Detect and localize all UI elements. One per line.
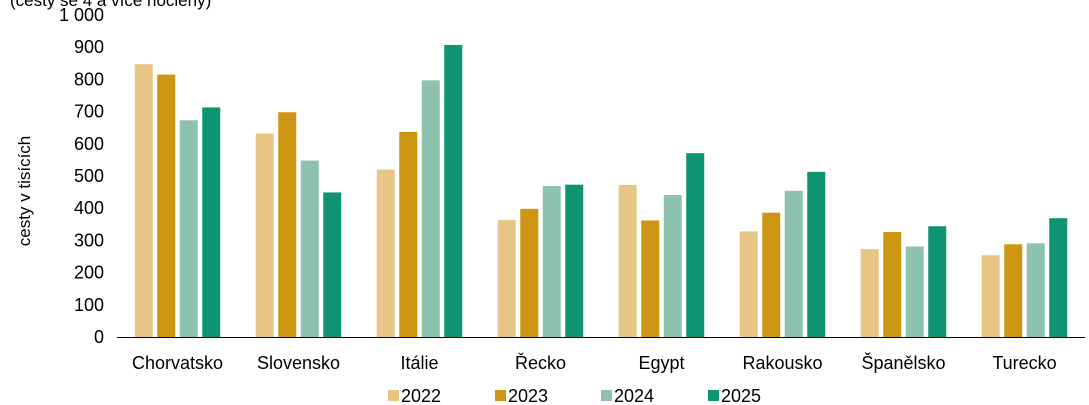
bar-2024 [421, 80, 440, 337]
bar-2023 [762, 212, 781, 337]
bar-2023 [520, 208, 539, 337]
y-tick-label: 600 [74, 134, 104, 154]
bar-2025 [444, 44, 463, 338]
bar-2023 [883, 232, 902, 337]
bar-2025 [807, 171, 826, 337]
chart-subtitle: (cesty se 4 a více nocleny) [10, 0, 211, 10]
category-label: Španělsko [861, 352, 945, 373]
bar-2022 [255, 133, 274, 337]
bar-2024 [784, 190, 803, 337]
y-axis-ticks: 0 100 200 300 400 500 600 700 800 900 1 000 [59, 5, 104, 347]
category-label: Egypt [638, 353, 684, 373]
y-tick-label: 500 [74, 166, 104, 186]
bar-2025 [202, 107, 221, 337]
bar-2024 [663, 194, 682, 337]
category-labels: Chorvatsko Slovensko Itálie Řecko Egypt Rakou… [132, 352, 1057, 373]
legend-label: 2025 [721, 386, 761, 405]
bar-2023 [1004, 244, 1023, 337]
y-tick-label: 100 [74, 295, 104, 315]
legend-label: 2023 [508, 386, 548, 405]
y-tick-label: 700 [74, 102, 104, 122]
bar-2024 [905, 246, 924, 337]
legend: 2022 2023 2024 2025 [388, 386, 761, 405]
legend-swatch [388, 390, 399, 401]
bar-2022 [981, 255, 1000, 337]
y-tick-label: 1 000 [59, 5, 104, 25]
bar-2022 [618, 185, 637, 337]
bar-2023 [157, 74, 176, 337]
bar-2022 [497, 220, 516, 337]
category-label: Slovensko [257, 353, 340, 373]
bar-2024 [300, 160, 319, 337]
bar-2025 [323, 192, 342, 337]
y-tick-label: 400 [74, 198, 104, 218]
bar-2025 [565, 184, 584, 337]
category-label: Řecko [515, 353, 566, 373]
y-tick-label: 200 [74, 263, 104, 283]
bar-2022 [739, 231, 758, 337]
bar-2024 [542, 185, 561, 337]
y-axis-label: cesty v tisících [15, 136, 34, 247]
y-tick-label: 0 [94, 327, 104, 347]
category-label: Itálie [400, 353, 438, 373]
bar-2025 [686, 153, 705, 337]
bar-2023 [641, 220, 660, 337]
bar-2025 [1049, 218, 1068, 337]
bar-2022 [860, 249, 879, 337]
y-tick-label: 300 [74, 230, 104, 250]
legend-swatch [601, 390, 612, 401]
legend-label: 2024 [614, 386, 654, 405]
y-tick-label: 900 [74, 37, 104, 57]
bar-2023 [399, 131, 418, 337]
bar-2025 [928, 226, 947, 337]
category-label: Chorvatsko [132, 353, 223, 373]
legend-swatch [495, 390, 506, 401]
bar-2023 [278, 112, 297, 337]
category-label: Rakousko [742, 353, 822, 373]
y-tick-label: 800 [74, 69, 104, 89]
bar-2024 [1026, 243, 1045, 337]
bar-2024 [179, 120, 198, 337]
category-label: Turecko [992, 353, 1056, 373]
bar-2022 [134, 64, 153, 338]
bar-2022 [376, 169, 395, 337]
bars [134, 44, 1068, 338]
legend-swatch [708, 390, 719, 401]
legend-label: 2022 [401, 386, 441, 405]
